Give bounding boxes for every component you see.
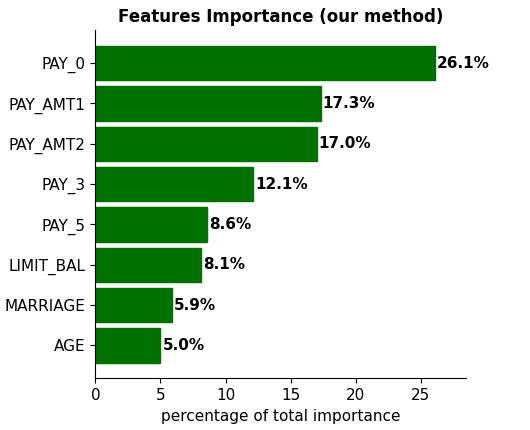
Bar [95, 328, 161, 362]
X-axis label: percentage of total importance: percentage of total importance [161, 408, 401, 424]
Text: 5.0%: 5.0% [162, 338, 205, 353]
Title: Features Importance (our method): Features Importance (our method) [118, 8, 444, 26]
Text: 26.1%: 26.1% [437, 55, 490, 71]
Text: 17.3%: 17.3% [323, 96, 375, 111]
Text: 12.1%: 12.1% [255, 177, 307, 192]
Bar [95, 86, 321, 120]
Bar [95, 46, 435, 80]
Text: 8.6%: 8.6% [209, 217, 252, 232]
Text: 8.1%: 8.1% [203, 257, 245, 272]
Bar [95, 207, 207, 242]
Bar [95, 126, 317, 161]
Bar [95, 248, 201, 282]
Bar [95, 167, 253, 201]
Text: 5.9%: 5.9% [174, 298, 216, 313]
Text: 17.0%: 17.0% [319, 136, 372, 151]
Bar [95, 288, 172, 322]
